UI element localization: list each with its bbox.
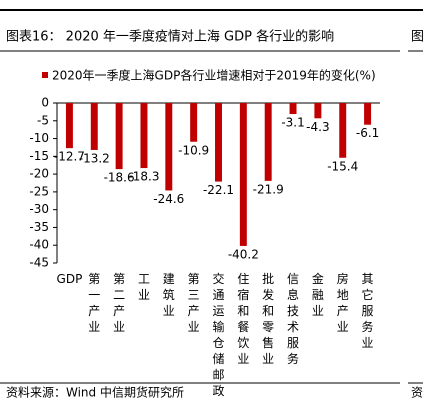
bar [264, 103, 272, 181]
value-label: -22.1 [203, 183, 234, 197]
next-source-fragment: 资 [411, 386, 423, 400]
bar [140, 103, 148, 169]
bar [215, 103, 222, 182]
y-tick-label: -20 [29, 167, 49, 181]
bar [115, 103, 123, 170]
y-tick-label: 0 [41, 96, 49, 110]
y-tick-label: -10 [29, 131, 49, 145]
y-tick-label: -15 [29, 149, 49, 163]
x-tick-label: 第三产业 [187, 272, 200, 334]
y-tick-label: -30 [29, 202, 49, 216]
bar [339, 103, 347, 158]
value-label: -12.7 [54, 150, 85, 164]
value-label: -10.9 [178, 143, 209, 157]
value-label: -6.1 [356, 126, 379, 140]
source: 资料来源：Wind 中信期货研究所 [6, 385, 184, 400]
x-tick-label: 住宿和餐饮业 [237, 272, 250, 366]
value-label: -40.2 [228, 247, 259, 261]
value-label: -18.3 [128, 170, 159, 184]
x-tick-label: 第二产业 [113, 272, 126, 334]
value-label: -15.4 [327, 159, 358, 173]
value-label: -24.6 [153, 192, 184, 206]
y-tick-label: -5 [37, 113, 49, 127]
x-tick-label: GDP [56, 272, 83, 286]
x-tick-label: 建筑业 [162, 272, 175, 318]
y-tick-label: -40 [29, 238, 49, 252]
value-label: -13.2 [79, 151, 110, 165]
y-tick-label: -25 [29, 184, 49, 198]
bar [314, 103, 322, 119]
x-tick-label: 工业 [137, 272, 150, 302]
value-label: -3.1 [281, 116, 304, 130]
bar [239, 103, 247, 246]
value-label: -21.9 [253, 182, 284, 196]
bar [364, 103, 372, 125]
x-tick-label: 金融业 [311, 272, 324, 318]
bar [190, 103, 198, 142]
value-label: -4.3 [306, 120, 329, 134]
y-tick-label: -45 [29, 256, 49, 270]
x-tick-label: 房地产业 [336, 272, 349, 334]
x-tick-label: 信息技术服务 [287, 272, 300, 366]
bar [165, 103, 173, 191]
x-tick-label: 交通运输仓储邮政 [212, 272, 225, 398]
y-tick-label: -35 [29, 220, 49, 234]
x-tick-label: 批发和零售业 [262, 272, 275, 366]
chart-title: 图表16： 2020 年一季度疫情对上海 GDP 各行业的影响 [6, 29, 334, 45]
next-title-fragment: 图 [411, 30, 423, 45]
x-tick-label: 其它服务业 [361, 272, 374, 350]
bar [65, 103, 73, 149]
legend-swatch [42, 72, 48, 78]
x-tick-label: 第一产业 [88, 272, 101, 334]
bar [289, 103, 297, 115]
bar [90, 103, 98, 150]
legend-label: 2020年一季度上海GDP各行业增速相对于2019年的变化(%) [52, 68, 376, 83]
value-label: -18.6 [104, 171, 135, 185]
